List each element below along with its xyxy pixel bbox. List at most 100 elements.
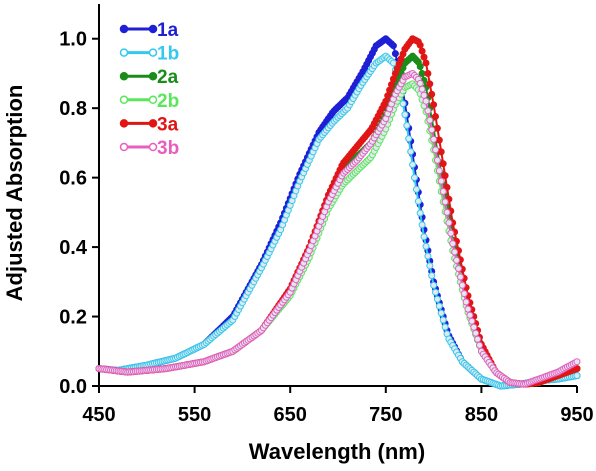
data-point <box>401 111 409 119</box>
axis-ticks: 450 550 650 750 850 950 0.0 0.2 0.4 0.6 0.8 1.0 <box>59 29 594 426</box>
legend-label: 1a <box>157 20 179 41</box>
data-point <box>430 135 438 143</box>
data-point <box>420 233 428 241</box>
data-point <box>409 161 417 169</box>
data-point <box>439 188 447 195</box>
legend-swatch-marker <box>148 142 158 152</box>
legend-swatch-marker <box>148 119 158 128</box>
data-point <box>464 305 472 313</box>
data-point <box>389 59 397 67</box>
data-point <box>433 156 441 164</box>
data-point <box>399 100 407 108</box>
legend-swatch-marker <box>119 48 129 57</box>
series-3a <box>95 35 581 388</box>
legend-swatch-marker <box>119 119 129 128</box>
data-point <box>441 323 449 331</box>
data-point <box>422 97 430 105</box>
data-point <box>391 50 399 58</box>
legend-swatch-marker <box>148 71 158 81</box>
legend-item-2a: 2a <box>119 67 179 88</box>
data-point <box>573 358 581 366</box>
data-point <box>455 265 462 273</box>
data-point <box>418 221 426 229</box>
legend-swatch-marker <box>148 95 158 105</box>
data-point <box>411 174 418 182</box>
legend-label: 2a <box>157 67 179 88</box>
data-point <box>432 113 439 120</box>
x-tick-label: 750 <box>369 404 402 426</box>
data-point <box>458 281 466 289</box>
data-point <box>435 167 443 175</box>
y-tick-label: 0.6 <box>59 168 87 190</box>
data-point <box>403 122 411 129</box>
x-tick-label: 650 <box>274 404 307 426</box>
y-axis-title: Adjusted Absorption <box>2 85 27 302</box>
data-point <box>424 252 432 260</box>
y-tick-label: 0.0 <box>59 376 87 398</box>
legend-label: 3a <box>157 114 179 135</box>
y-tick-label: 1.0 <box>59 29 87 51</box>
data-point <box>468 317 476 325</box>
data-point <box>418 85 426 93</box>
x-tick-label: 950 <box>560 404 593 426</box>
x-tick-label: 550 <box>178 404 211 426</box>
data-point <box>439 160 447 168</box>
data-point <box>432 146 439 154</box>
data-point <box>462 298 470 306</box>
y-tick-label: 0.2 <box>59 307 87 329</box>
data-point <box>466 311 474 319</box>
data-point <box>412 185 420 193</box>
data-point <box>443 208 451 216</box>
data-point <box>445 219 453 227</box>
data-point <box>420 91 428 99</box>
data-point <box>470 323 478 331</box>
plot-area: 450 550 650 750 850 950 0.0 0.2 0.4 0.6 0.8 1.0 <box>59 4 594 426</box>
data-point <box>384 92 392 100</box>
legend-label: 2b <box>157 91 179 112</box>
data-point <box>441 198 449 206</box>
data-point <box>476 341 483 349</box>
data-point <box>388 81 395 89</box>
data-point <box>426 116 434 124</box>
data-point <box>418 70 426 77</box>
data-point <box>453 256 460 264</box>
data-point <box>433 124 441 132</box>
data-point <box>389 42 397 50</box>
data-point <box>422 242 430 250</box>
series-3b <box>95 70 581 388</box>
data-point <box>424 70 432 77</box>
data-point <box>439 316 447 324</box>
data-point <box>405 135 413 143</box>
y-tick-label: 0.8 <box>59 98 87 120</box>
data-point <box>435 136 443 144</box>
data-point <box>416 63 424 70</box>
data-point <box>435 302 443 310</box>
data-point <box>428 126 436 134</box>
data-point <box>416 41 424 49</box>
data-point <box>449 240 457 248</box>
legend-item-2b: 2b <box>119 91 179 112</box>
legend-swatch-marker <box>119 24 129 34</box>
series-1a <box>95 35 581 390</box>
legend-swatch-marker <box>119 71 129 81</box>
legend-label: 1b <box>157 44 179 65</box>
data-point <box>420 53 428 61</box>
data-point <box>460 290 468 298</box>
data-point <box>426 262 434 270</box>
data-point <box>424 107 432 115</box>
data-point <box>428 90 436 98</box>
x-axis-title: Wavelength (nm) <box>249 439 425 464</box>
data-point <box>573 372 581 380</box>
x-tick-label: 450 <box>82 404 115 426</box>
legend-swatch-marker <box>119 142 129 152</box>
series-layer <box>95 35 581 390</box>
x-tick-label: 850 <box>465 404 498 426</box>
legend-swatch-marker <box>148 48 158 57</box>
data-point <box>428 272 436 280</box>
data-point <box>416 209 424 217</box>
data-point <box>437 309 445 317</box>
data-point <box>426 80 434 88</box>
data-point <box>422 59 430 67</box>
data-point <box>474 335 482 343</box>
